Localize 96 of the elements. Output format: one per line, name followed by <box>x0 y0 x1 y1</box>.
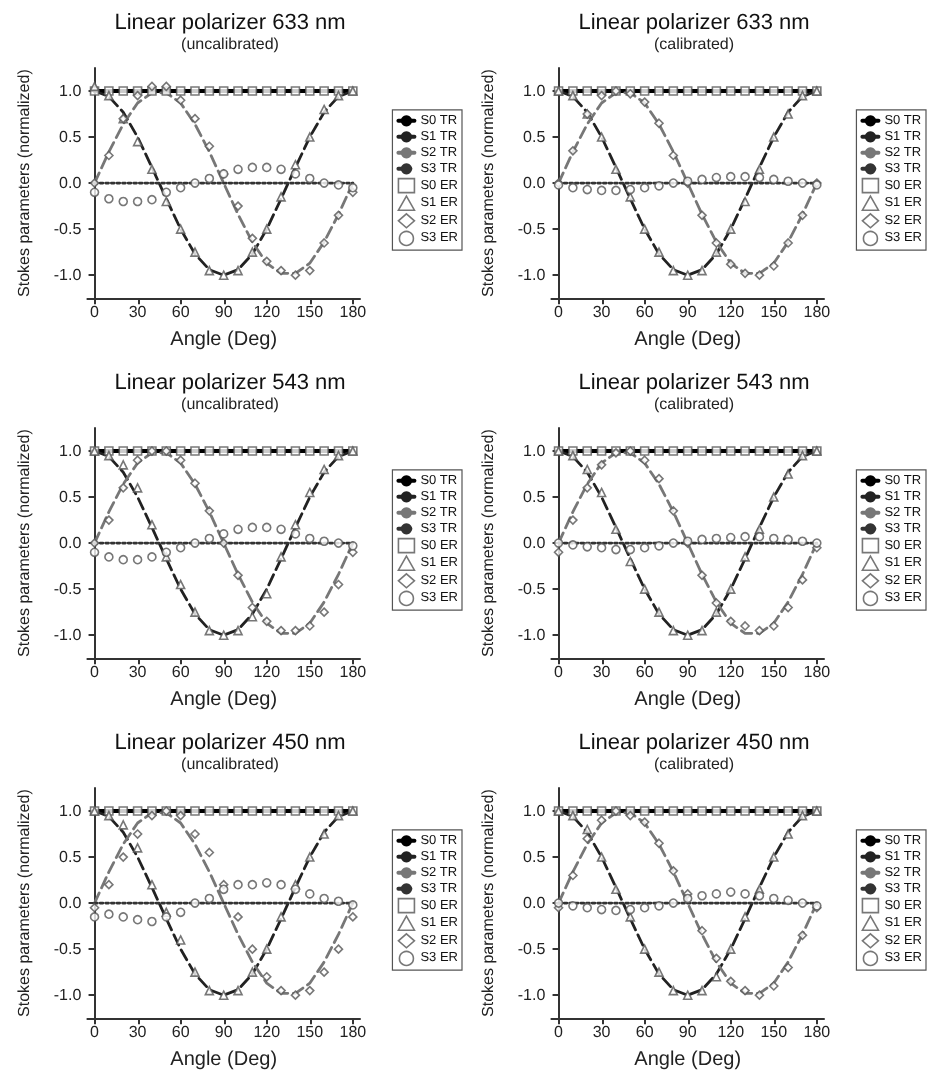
x-tick-label: 90 <box>678 663 698 682</box>
y-tick-label: 0.0 <box>523 534 547 553</box>
chart-title: Linear polarizer 543 nm <box>114 371 346 395</box>
chart-title: Linear polarizer 633 nm <box>114 11 346 35</box>
chart-subtitle: (calibrated) <box>653 395 735 413</box>
y-axis-title: Stokes parameters (normalized) <box>15 428 33 657</box>
x-tick-label: 90 <box>678 303 698 322</box>
y-tick-label: 0.5 <box>59 848 83 867</box>
x-tick-label: 60 <box>635 303 655 322</box>
x-tick-label: 90 <box>214 663 234 682</box>
x-tick-label: 150 <box>296 1023 325 1042</box>
y-tick-label: 0.0 <box>59 174 83 193</box>
y-tick-label: -0.5 <box>517 580 547 599</box>
x-tick-label: 60 <box>171 1023 191 1042</box>
y-tick-label: -0.5 <box>53 940 83 959</box>
chart-title: Linear polarizer 450 nm <box>578 731 810 755</box>
x-tick-label: 0 <box>554 663 565 682</box>
y-tick-label: -1.0 <box>517 266 547 285</box>
x-tick-label: 30 <box>128 663 148 682</box>
y-tick-label: 0.0 <box>59 894 83 913</box>
y-axis-title: Stokes parameters (normalized) <box>15 68 33 297</box>
x-tick-label: 60 <box>171 303 191 322</box>
y-tick-label: 0.5 <box>523 848 547 867</box>
x-tick-label: 30 <box>128 303 148 322</box>
x-tick-label: 180 <box>339 1023 368 1042</box>
x-tick-label: 30 <box>592 663 612 682</box>
x-axis-title: Angle (Deg) <box>634 1049 742 1071</box>
y-tick-label: 0.5 <box>59 488 83 507</box>
y-tick-label: -0.5 <box>517 220 547 239</box>
y-axis-title: Stokes parameters (normalized) <box>479 428 497 657</box>
x-tick-label: 90 <box>214 1023 234 1042</box>
y-tick-label: -0.5 <box>53 220 83 239</box>
x-tick-label: 30 <box>592 1023 612 1042</box>
y-tick-label: 1.0 <box>59 802 83 821</box>
x-tick-label: 90 <box>678 1023 698 1042</box>
x-tick-label: 0 <box>90 303 101 322</box>
y-tick-label: 1.0 <box>523 802 547 821</box>
x-tick-label: 120 <box>253 663 282 682</box>
x-tick-label: 150 <box>296 663 325 682</box>
x-tick-label: 150 <box>760 303 789 322</box>
y-tick-label: 1.0 <box>523 442 547 461</box>
chart-title: Linear polarizer 543 nm <box>578 371 810 395</box>
y-tick-label: 0.5 <box>523 488 547 507</box>
x-tick-label: 180 <box>339 303 368 322</box>
x-tick-label: 30 <box>592 303 612 322</box>
chart-title: Linear polarizer 450 nm <box>114 731 346 755</box>
y-axis-title: Stokes parameters (normalized) <box>15 788 33 1017</box>
y-tick-label: 1.0 <box>523 82 547 101</box>
chart-subtitle: (uncalibrated) <box>181 395 280 413</box>
y-tick-label: 0.0 <box>523 174 547 193</box>
x-tick-label: 30 <box>128 1023 148 1042</box>
x-tick-label: 180 <box>803 1023 832 1042</box>
chart-title: Linear polarizer 633 nm <box>578 11 810 35</box>
y-tick-label: -0.5 <box>53 580 83 599</box>
y-tick-label: -1.0 <box>53 986 83 1005</box>
y-tick-label: 0.0 <box>59 534 83 553</box>
x-tick-label: 150 <box>760 663 789 682</box>
x-tick-label: 60 <box>635 663 655 682</box>
x-tick-label: 120 <box>253 1023 282 1042</box>
x-tick-label: 150 <box>296 303 325 322</box>
x-tick-label: 120 <box>717 303 746 322</box>
x-tick-label: 120 <box>717 663 746 682</box>
y-tick-label: -0.5 <box>517 940 547 959</box>
x-tick-label: 180 <box>803 663 832 682</box>
y-tick-label: 0.5 <box>523 128 547 147</box>
x-tick-label: 0 <box>554 1023 565 1042</box>
x-axis-title: Angle (Deg) <box>634 689 742 711</box>
x-axis-title: Angle (Deg) <box>170 689 278 711</box>
y-tick-label: -1.0 <box>517 986 547 1005</box>
x-axis-title: Angle (Deg) <box>170 329 278 351</box>
y-tick-label: 0.0 <box>523 894 547 913</box>
chart-subtitle: (calibrated) <box>653 35 735 53</box>
x-axis-title: Angle (Deg) <box>170 1049 278 1071</box>
x-tick-label: 120 <box>717 1023 746 1042</box>
y-axis-title: Stokes parameters (normalized) <box>479 68 497 297</box>
x-tick-label: 60 <box>635 1023 655 1042</box>
chart-subtitle: (uncalibrated) <box>181 755 280 773</box>
x-tick-label: 120 <box>253 303 282 322</box>
x-tick-label: 0 <box>554 303 565 322</box>
x-tick-label: 180 <box>803 303 832 322</box>
y-tick-label: 1.0 <box>59 82 83 101</box>
y-tick-label: -1.0 <box>517 626 547 645</box>
y-tick-label: 1.0 <box>59 442 83 461</box>
y-tick-label: 0.5 <box>59 128 83 147</box>
x-tick-label: 0 <box>90 663 101 682</box>
y-axis-title: Stokes parameters (normalized) <box>479 788 497 1017</box>
x-tick-label: 150 <box>760 1023 789 1042</box>
x-tick-label: 0 <box>90 1023 101 1042</box>
chart-subtitle: (calibrated) <box>653 755 735 773</box>
x-tick-label: 180 <box>339 663 368 682</box>
chart-subtitle: (uncalibrated) <box>181 35 280 53</box>
x-axis-title: Angle (Deg) <box>634 329 742 351</box>
y-tick-label: -1.0 <box>53 626 83 645</box>
x-tick-label: 90 <box>214 303 234 322</box>
y-tick-label: -1.0 <box>53 266 83 285</box>
x-tick-label: 60 <box>171 663 191 682</box>
